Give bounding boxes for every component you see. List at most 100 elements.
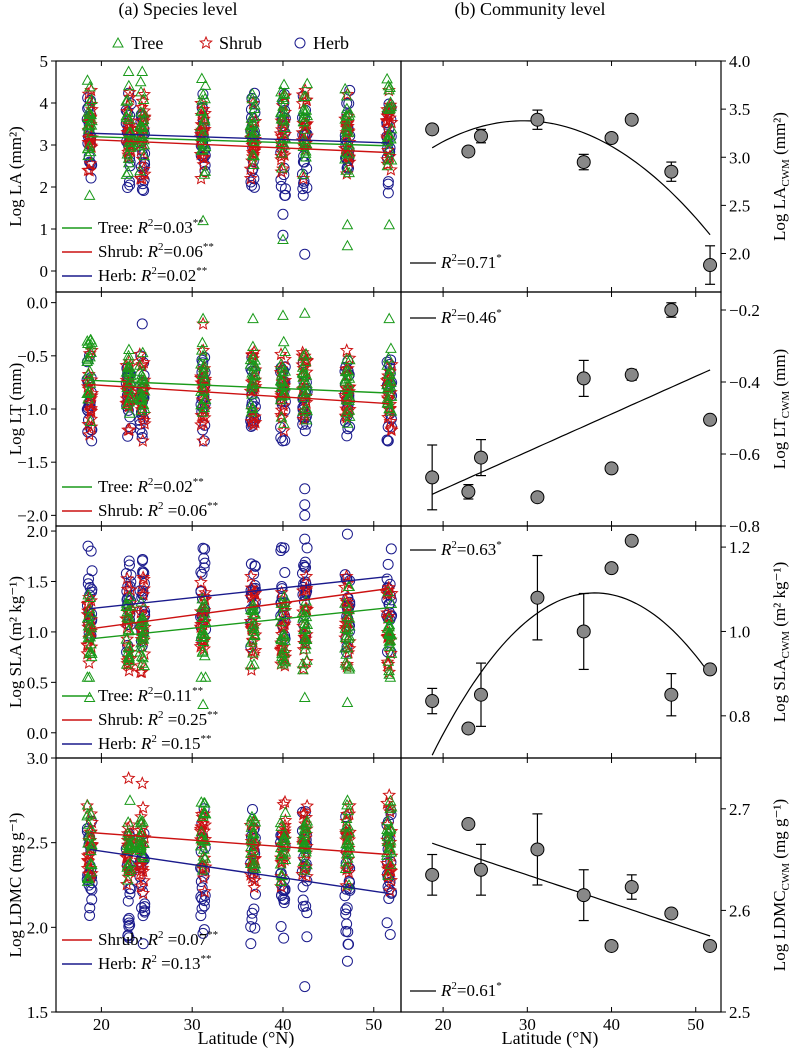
species-level-title: (a) Species level [119, 0, 238, 20]
shrub-point [244, 569, 258, 583]
tree-point [340, 353, 353, 364]
community-point [425, 470, 440, 485]
tree-point [86, 647, 98, 658]
herb-point [341, 955, 353, 967]
tree-point [278, 121, 291, 133]
tree-point [197, 698, 209, 710]
shrub-point [276, 116, 291, 130]
tree-point [343, 353, 356, 365]
tree-point [136, 121, 148, 132]
tree-point [299, 622, 312, 633]
tree-point [275, 875, 287, 887]
x-tick-label: 50 [687, 1015, 704, 1034]
tree-point [136, 374, 148, 385]
shrub-point [119, 877, 134, 891]
tree-point [81, 142, 94, 154]
tree-point [384, 102, 396, 113]
herb-point [245, 938, 257, 950]
community-point [474, 862, 488, 877]
shrub-point [196, 433, 211, 447]
tree-point [340, 393, 353, 405]
herb-point [382, 187, 394, 199]
tree-point [135, 595, 148, 607]
tree-point [248, 99, 261, 110]
tree-point [248, 149, 260, 161]
shrub-point [341, 865, 356, 879]
shrub-point [274, 837, 289, 851]
tree-point [279, 345, 291, 356]
shrub-point [248, 415, 263, 429]
herb-point [278, 932, 290, 944]
tree-point [343, 603, 355, 615]
lt_cwm-y-label: Log LTCWM (mm) [770, 349, 792, 469]
tree-point [137, 629, 150, 641]
tree-point [122, 136, 135, 148]
community-point [604, 461, 619, 476]
shrub-point [136, 800, 150, 814]
tree-point [138, 626, 151, 638]
tree-point [299, 602, 311, 614]
tree-point [382, 585, 394, 597]
y-tick-label: −2.0 [17, 506, 48, 525]
fit-r2-label: R2=0.46* [440, 307, 502, 327]
tree-point [247, 312, 259, 324]
tree-point [341, 696, 354, 708]
herb-point [297, 900, 309, 912]
tree-point [195, 72, 208, 83]
shrub-point [120, 571, 135, 585]
y-tick-label: 5 [40, 52, 49, 71]
herb-r2-label: Herb: R2 =0.13** [98, 953, 211, 973]
tree-point [134, 392, 146, 404]
tree-point [339, 641, 351, 653]
tree-point [84, 80, 96, 92]
herb-point [276, 890, 288, 902]
herb-point [139, 898, 151, 910]
herb-point [249, 888, 261, 900]
shrub-point [122, 663, 137, 677]
y-tick-label: −1.0 [17, 400, 48, 419]
tree-point [134, 841, 147, 853]
herb-point [382, 558, 394, 570]
tree-point [244, 118, 257, 130]
tree-point [248, 369, 261, 381]
herb-point [246, 803, 258, 815]
y-tick-label: 1.5 [27, 1003, 48, 1022]
y-tick-label: 2.0 [27, 522, 48, 541]
tree-point [301, 654, 313, 665]
tree-point [84, 338, 97, 350]
tree-point [125, 369, 137, 381]
tree-point [343, 878, 355, 890]
herb-point [381, 434, 393, 446]
shrub-point [134, 358, 149, 372]
shrub-point [133, 665, 148, 679]
herb-point [136, 432, 148, 444]
herb-point [276, 581, 288, 593]
tree-point [137, 106, 150, 118]
tree-point [276, 647, 288, 659]
herb-point [297, 183, 309, 195]
shrub-point [82, 395, 97, 409]
shrub-point [299, 582, 314, 596]
tree-point [195, 825, 208, 837]
tree-point [275, 868, 288, 880]
tree-point [297, 386, 309, 398]
tree-point [342, 804, 355, 816]
shrub-point [243, 161, 258, 176]
tree-point [121, 94, 134, 105]
shrub-point [243, 171, 258, 185]
shrub-point [81, 86, 96, 101]
shrub-point [278, 352, 292, 366]
tree-point [246, 148, 259, 160]
tree-point [339, 82, 351, 94]
herb-point [300, 900, 312, 912]
tree-point [278, 630, 291, 642]
tree-point [123, 396, 135, 407]
herb-point [137, 553, 149, 565]
tree-point [122, 816, 135, 827]
tree-point [298, 864, 311, 875]
tree-point [81, 387, 93, 398]
tree-point [196, 336, 209, 348]
tree-point [277, 309, 289, 320]
tree-point [86, 114, 98, 126]
tree-point [384, 802, 397, 814]
